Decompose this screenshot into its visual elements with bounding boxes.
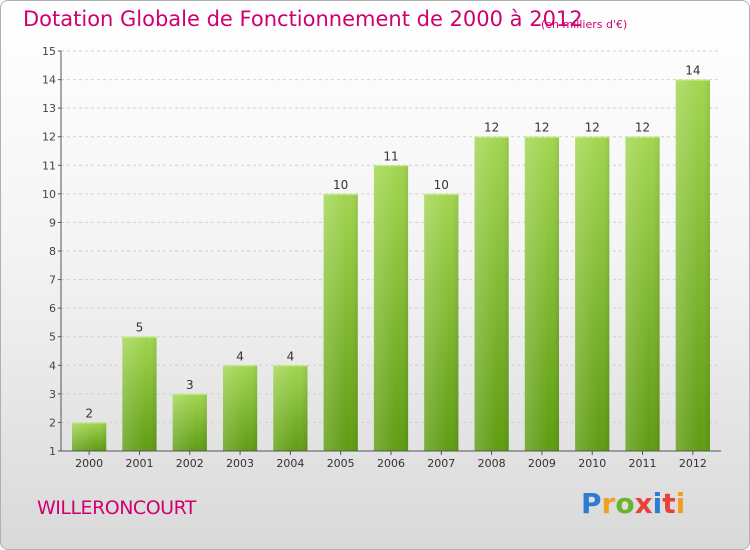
logo-letter: o [615,487,635,520]
bar-shade [172,393,207,451]
y-tick-label: 7 [49,274,56,287]
chart-subtitle: (en milliers d'€) [541,18,628,31]
bar-shade [474,136,509,451]
bar-value-label: 12 [635,121,650,135]
y-tick-label: 12 [42,131,56,144]
x-tick-label: 2008 [478,457,506,470]
x-tick-label: 2009 [528,457,556,470]
proxiti-logo: Proxiti [581,487,685,520]
bar-value-label: 12 [534,121,549,135]
y-tick-label: 11 [42,159,56,172]
y-tick-label: 15 [42,45,56,58]
bar-value-label: 11 [383,149,398,163]
logo-letter: r [601,487,616,520]
logo-letter: t [662,487,676,520]
bar-shade [625,136,660,451]
x-tick-label: 2000 [75,457,103,470]
logo-letter: i [652,487,663,520]
bar-value-label: 12 [585,121,600,135]
bar-value-label: 10 [434,178,449,192]
bar-value-label: 4 [236,349,244,363]
logo-letter: x [634,487,653,520]
logo-letter: i [675,487,686,520]
y-tick-label: 3 [49,388,56,401]
bar-value-label: 10 [333,178,348,192]
x-tick-label: 2010 [578,457,606,470]
logo-letter: P [581,487,602,520]
bar-shade [273,365,308,451]
y-tick-label: 2 [49,416,56,429]
y-tick-label: 13 [42,102,56,115]
commune-name: WILLERONCOURT [37,497,197,519]
bar-shade [222,365,258,451]
bar-value-label: 5 [136,321,144,335]
x-tick-label: 2012 [679,457,707,470]
y-tick-label: 14 [42,74,56,87]
x-tick-label: 2001 [125,457,153,470]
bar-value-label: 4 [287,349,295,363]
y-tick-label: 5 [49,331,56,344]
bar-shade [424,193,459,451]
bar-shade [122,336,157,451]
bar-shade [323,193,358,451]
y-tick-label: 1 [49,445,56,458]
bar-value-label: 12 [484,121,499,135]
y-tick-label: 6 [49,302,56,315]
x-tick-label: 2011 [629,457,657,470]
x-tick-label: 2005 [327,457,355,470]
x-tick-label: 2002 [176,457,204,470]
y-tick-label: 9 [49,216,56,229]
y-tick-label: 4 [49,359,56,372]
bar-shade [675,79,710,452]
x-tick-label: 2004 [276,457,304,470]
chart-title: Dotation Globale de Fonctionnement de 20… [23,7,583,31]
bar-value-label: 2 [85,406,93,420]
y-tick-label: 10 [42,188,56,201]
bar-shade [524,136,560,451]
bar-value-label: 3 [186,378,194,392]
bar-shade [373,165,409,452]
bar-value-label: 14 [685,64,700,78]
y-tick-label: 8 [49,245,56,258]
x-tick-label: 2006 [377,457,405,470]
x-tick-label: 2003 [226,457,254,470]
bar-shade [575,136,610,451]
bar-shade [72,422,107,451]
x-tick-label: 2007 [427,457,455,470]
